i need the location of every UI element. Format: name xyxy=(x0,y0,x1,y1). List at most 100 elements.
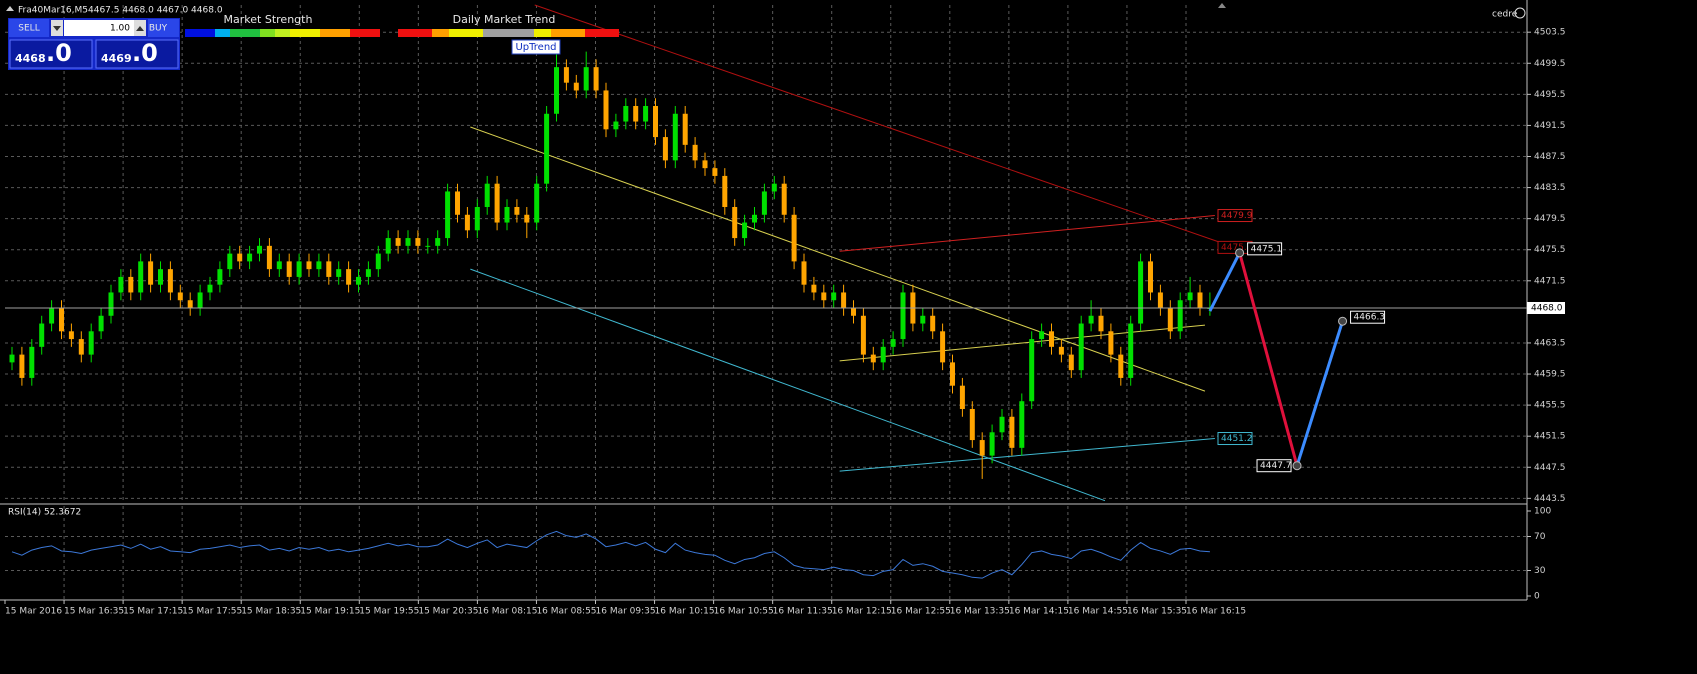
candle-body xyxy=(979,440,985,456)
x-tick-label: 15 Mar 19:15 xyxy=(300,607,360,617)
trend-segment xyxy=(517,29,534,37)
y-tick-label: 30 xyxy=(1534,566,1546,576)
buy-button[interactable] xyxy=(148,19,179,37)
lot-input[interactable] xyxy=(64,20,134,36)
candle-body xyxy=(405,238,411,246)
trend-segment xyxy=(500,29,517,37)
trend-segment xyxy=(534,29,551,37)
y-tick-label: 4487.5 xyxy=(1534,152,1566,162)
candle-body xyxy=(930,315,936,332)
forecast-point xyxy=(1338,316,1348,326)
candle-body xyxy=(841,292,847,308)
x-tick-label: 16 Mar 11:35 xyxy=(773,607,833,617)
candle-body xyxy=(257,245,262,254)
y-tick-label: 4471.5 xyxy=(1534,276,1566,286)
quote: 4467.5 4468.0 4467.0 4468.0 xyxy=(88,6,223,16)
candle-body xyxy=(742,222,748,239)
candle-body xyxy=(1167,307,1173,332)
trend-segment xyxy=(432,29,449,37)
candle-body xyxy=(653,105,658,138)
candle-body xyxy=(474,206,480,231)
candle-body xyxy=(59,307,64,332)
trendline-label: 4479.9 xyxy=(1221,211,1253,221)
shift-marker[interactable] xyxy=(1218,3,1226,8)
candle-body xyxy=(1197,292,1203,308)
candle-body xyxy=(752,214,757,223)
candle-body xyxy=(880,346,886,363)
candle-body xyxy=(920,315,926,324)
candle-body xyxy=(940,331,946,363)
candle-body xyxy=(1128,323,1134,378)
y-tick-label: 4483.5 xyxy=(1534,183,1566,193)
forecast-segment xyxy=(1295,320,1344,467)
x-tick-label: 15 Mar 17:15 xyxy=(123,607,183,617)
candle-body xyxy=(326,261,332,277)
candle-body xyxy=(831,292,837,301)
bid-box[interactable] xyxy=(9,39,93,69)
candle-body xyxy=(177,292,183,301)
strength-segment xyxy=(245,29,260,37)
indicator-bars xyxy=(185,29,619,37)
y-tick-label: 4503.5 xyxy=(1534,28,1566,38)
candle-body xyxy=(702,160,708,169)
candle-body xyxy=(455,191,460,215)
candle-body xyxy=(999,416,1005,433)
candle-body xyxy=(1049,331,1054,347)
candle-body xyxy=(851,307,856,316)
candle-body xyxy=(514,206,520,215)
y-tick-label: 4499.5 xyxy=(1534,59,1566,69)
lot-down-icon xyxy=(53,26,61,31)
sell-button[interactable] xyxy=(9,19,49,37)
trendline-label: 4475.8 xyxy=(1221,243,1253,253)
candle-body xyxy=(989,432,995,456)
x-tick-label: 16 Mar 15:35 xyxy=(1127,607,1187,617)
strength-segment xyxy=(335,29,350,37)
candle-body xyxy=(346,269,352,285)
trendline xyxy=(534,4,1235,248)
y-tick-label: 4451.5 xyxy=(1534,432,1566,442)
candle-body xyxy=(395,238,401,246)
trendline-label: 4451.2 xyxy=(1221,434,1253,444)
ask-fraction: .0 xyxy=(132,39,158,67)
candle-body xyxy=(118,276,124,293)
candle-body xyxy=(950,362,955,386)
x-tick-label: 15 Mar 16:35 xyxy=(64,607,124,617)
candle-body xyxy=(148,261,154,285)
candle-body xyxy=(1068,354,1074,371)
candle-body xyxy=(722,175,728,207)
trend-state-box xyxy=(511,39,561,55)
y-tick-label: 70 xyxy=(1534,532,1546,542)
candle-body xyxy=(732,206,738,239)
ask: 4469 xyxy=(101,52,132,65)
trend-segment xyxy=(602,29,619,37)
candle-body xyxy=(296,261,302,277)
candle-body xyxy=(39,323,45,347)
candle-body xyxy=(761,191,767,215)
candle-body xyxy=(217,269,223,285)
candle-body xyxy=(88,331,94,355)
trendline-label-box xyxy=(1217,209,1253,223)
x-tick-label: 15 Mar 18:35 xyxy=(241,607,301,617)
current-price-label: 4468.0 xyxy=(1531,303,1563,313)
candle-body xyxy=(306,261,312,270)
candle-body xyxy=(276,261,282,270)
user: cedre xyxy=(1492,10,1518,20)
x-tick-label: 15 Mar 2016 xyxy=(5,607,62,617)
candle-body xyxy=(672,113,678,161)
y-tick-label: 4459.5 xyxy=(1534,370,1566,380)
x-tick-label: 16 Mar 16:15 xyxy=(1186,607,1246,617)
rsi-title: RSI(14) 52.3672 xyxy=(8,508,81,518)
candle-body xyxy=(860,315,866,355)
trendline-label-box xyxy=(1217,432,1253,446)
collapse-icon[interactable] xyxy=(6,6,14,11)
y-tick-label: 4447.5 xyxy=(1534,463,1566,473)
strength-segment xyxy=(320,29,335,37)
x-tick-label: 16 Mar 08:55 xyxy=(536,607,596,617)
strength-segment xyxy=(290,29,305,37)
y-tick-label: 4463.5 xyxy=(1534,338,1566,348)
x-tick-label: 16 Mar 10:55 xyxy=(714,607,774,617)
ask-box[interactable] xyxy=(95,39,179,69)
candle-body xyxy=(791,214,797,262)
sell-label: SELL xyxy=(18,24,39,34)
